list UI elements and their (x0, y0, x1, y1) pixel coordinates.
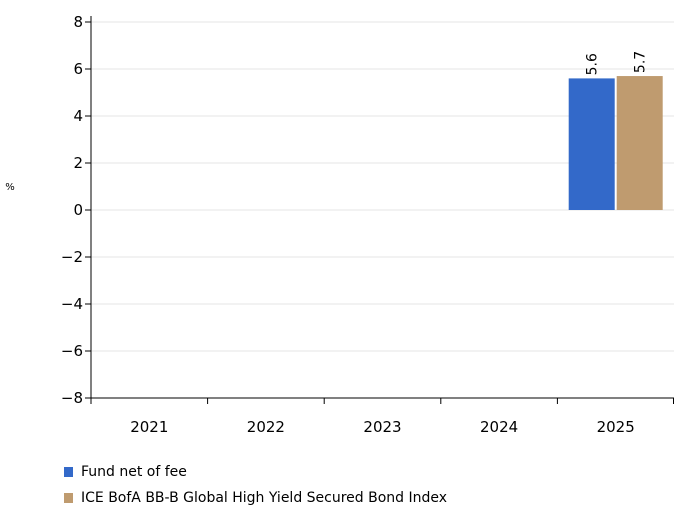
y-axis-ticks: 8 6 4 2 0 −2 −4 −6 −8 (61, 13, 91, 407)
x-tick-label: 2025 (597, 418, 635, 436)
data-label: 5.7 (633, 51, 649, 73)
x-tick-label: 2023 (363, 418, 401, 436)
data-labels: 5.6 5.7 (585, 51, 649, 76)
legend-label-index: ICE BofA BB-B Global High Yield Secured … (81, 490, 448, 506)
legend-swatch-index (64, 493, 73, 503)
legend-item-index: ICE BofA BB-B Global High Yield Secured … (64, 486, 664, 510)
x-tick-label: 2021 (130, 418, 168, 436)
y-tick-label: −8 (61, 389, 83, 407)
y-tick-label: 4 (73, 107, 83, 125)
bars (568, 76, 663, 211)
bar (568, 78, 615, 211)
legend-swatch-fund (64, 467, 73, 477)
legend-label-fund: Fund net of fee (81, 464, 187, 480)
legend-item-fund: Fund net of fee (64, 460, 664, 484)
y-tick-label: −6 (61, 342, 83, 360)
y-unit-label: % (5, 182, 15, 193)
y-tick-label: −2 (61, 248, 83, 266)
x-tick-label: 2024 (480, 418, 518, 436)
y-tick-label: 6 (73, 60, 83, 78)
y-tick-label: 0 (73, 201, 83, 219)
x-axis-ticks: 2021 2022 2023 2024 2025 (90, 398, 674, 436)
legend: Fund net of fee ICE BofA BB-B Global Hig… (64, 460, 664, 512)
y-tick-label: 8 (73, 13, 83, 31)
axes (90, 16, 674, 399)
bar (616, 76, 663, 210)
y-tick-label: −4 (61, 295, 83, 313)
y-tick-label: 2 (73, 154, 83, 172)
x-tick-label: 2022 (247, 418, 285, 436)
data-label: 5.6 (585, 53, 601, 75)
